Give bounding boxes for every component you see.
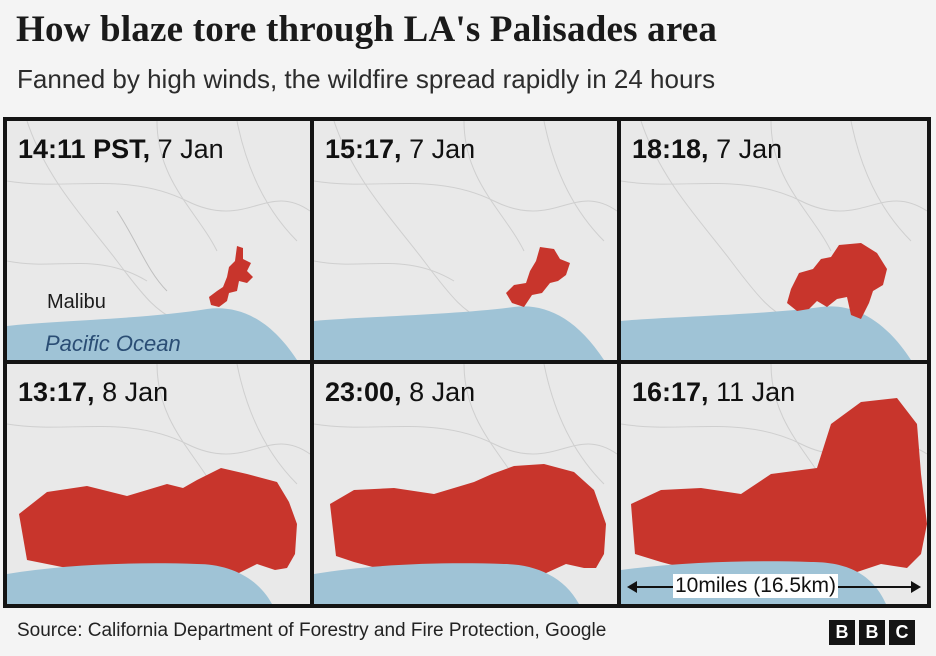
fire-perimeter [19, 468, 297, 574]
terrain-lines [621, 121, 927, 322]
map-grid: 14:11 PST, 7 Jan Malibu Pacific Ocean 15… [3, 117, 931, 608]
map-panel-1: 14:11 PST, 7 Jan Malibu Pacific Ocean [7, 121, 310, 360]
scale-bar: 10miles (16.5km) [621, 570, 927, 604]
map-1 [7, 121, 310, 360]
terrain-lines [314, 121, 617, 322]
fire-perimeter [631, 398, 927, 574]
map-panel-5: 23:00, 8 Jan [314, 364, 617, 604]
logo-letter: B [829, 620, 855, 645]
fire-perimeter [787, 243, 887, 319]
chart-title: How blaze tore through LA's Palisades ar… [16, 9, 718, 50]
panel-timestamp: 16:17, 11 Jan [632, 377, 796, 407]
map-4 [7, 364, 310, 604]
panel-timestamp: 23:00, 8 Jan [325, 377, 476, 407]
label-malibu: Malibu [47, 291, 106, 313]
panel-timestamp: 14:11 PST, 7 Jan [18, 134, 224, 164]
fire-perimeter [330, 464, 606, 574]
label-pacific-ocean: Pacific Ocean [45, 331, 181, 356]
terrain-lines [7, 121, 310, 322]
panel-timestamp: 15:17, 7 Jan [325, 134, 476, 164]
panel-timestamp: 13:17, 8 Jan [18, 377, 169, 407]
fire-perimeter [209, 246, 253, 307]
ocean [7, 563, 272, 604]
map-2 [314, 121, 617, 360]
fire-perimeter [506, 247, 570, 307]
map-3 [621, 121, 927, 360]
map-5 [314, 364, 617, 604]
map-panel-2: 15:17, 7 Jan [314, 121, 617, 360]
chart-subtitle: Fanned by high winds, the wildfire sprea… [17, 64, 716, 94]
ocean [314, 563, 579, 604]
logo-letter: C [889, 620, 915, 645]
map-panel-4: 13:17, 8 Jan [7, 364, 310, 604]
scale-label: 10miles (16.5km) [673, 574, 839, 598]
ocean [7, 308, 297, 360]
ocean [621, 306, 911, 360]
map-panel-6: 16:17, 11 Jan 10miles (16.5km) [621, 364, 927, 604]
panel-timestamp: 18:18, 7 Jan [632, 134, 783, 164]
ocean [314, 306, 604, 360]
map-panel-3: 18:18, 7 Jan [621, 121, 927, 360]
logo-letter: B [859, 620, 885, 645]
source-note: Source: California Department of Forestr… [17, 620, 607, 641]
bbc-logo: B B C [829, 620, 915, 645]
